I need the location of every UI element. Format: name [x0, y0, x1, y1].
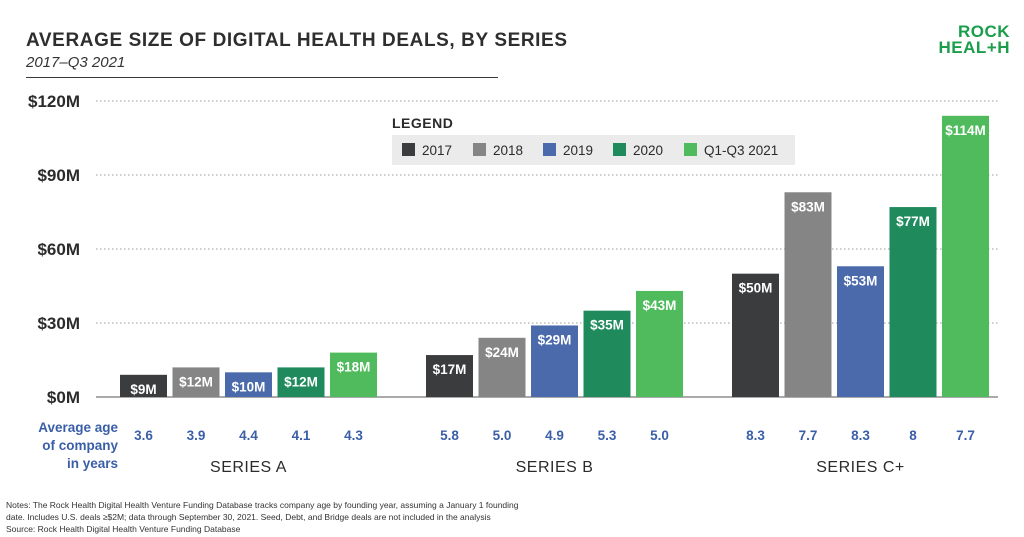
title-divider [26, 77, 498, 78]
chart-title: AVERAGE SIZE OF DIGITAL HEALTH DEALS, BY… [26, 30, 568, 51]
legend-label: 2018 [493, 143, 523, 158]
bar [330, 352, 377, 397]
legend-label: 2017 [422, 143, 452, 158]
age-value: 4.1 [292, 428, 311, 443]
age-value: 4.3 [344, 428, 363, 443]
age-value: 4.9 [545, 428, 564, 443]
bar [120, 374, 167, 397]
age-value: 7.7 [956, 428, 975, 443]
bar-chart: $0M $30M $60M $90M $120M $9M 3.6 $12M 3.9 $10M 4.4… [28, 92, 998, 476]
logo-line-1: ROCK [957, 22, 1010, 41]
legend-box [392, 135, 795, 165]
bar-value-label: $18M [337, 360, 371, 375]
bar-value-label: $12M [179, 374, 213, 389]
bar-value-label: $24M [485, 345, 519, 360]
notes: Notes: The Rock Health Digital Health Ve… [6, 499, 606, 535]
bar [837, 266, 884, 397]
bar [426, 355, 473, 397]
legend-swatch [613, 143, 626, 156]
bar-value-label: $9M [130, 382, 156, 397]
legend-swatch [684, 143, 697, 156]
bar [277, 367, 325, 397]
bar [732, 273, 779, 397]
y-tick-label: $0M [47, 388, 80, 407]
age-value: 5.0 [493, 428, 512, 443]
logo-line-2: HEAL+H [938, 38, 1010, 57]
age-value: 4.4 [239, 428, 258, 443]
age-value: 8.3 [746, 428, 765, 443]
bar [172, 367, 220, 397]
age-value: 5.0 [650, 428, 669, 443]
bar [531, 325, 578, 397]
bar-value-label: $10M [232, 379, 266, 394]
bar-value-label: $43M [643, 298, 677, 313]
bar [583, 310, 631, 397]
bar-value-label: $77M [896, 214, 930, 229]
age-value: 8 [909, 428, 917, 443]
bar-value-label: $35M [590, 318, 624, 333]
notes-line-2: date. Includes U.S. deals ≥$2M; data thr… [6, 512, 491, 522]
legend-title: LEGEND [392, 115, 453, 131]
bar-value-label: $17M [433, 362, 467, 377]
bar-value-label: $29M [538, 332, 572, 347]
y-tick-label: $30M [37, 314, 80, 333]
rock-health-logo: ROCK HEAL+H [938, 22, 1010, 57]
chart-subtitle: 2017–Q3 2021 [26, 54, 126, 71]
age-row-label: of company [42, 438, 118, 453]
bar-value-label: $53M [844, 273, 878, 288]
bar [636, 290, 683, 397]
legend-swatch [402, 143, 415, 156]
legend-label: 2020 [633, 143, 663, 158]
age-value: 5.8 [440, 428, 459, 443]
age-value: 3.6 [134, 428, 153, 443]
legend-label: Q1-Q3 2021 [704, 143, 778, 158]
category-label: SERIES B [516, 459, 594, 476]
bar [225, 372, 272, 397]
bar [784, 192, 832, 397]
bar [942, 115, 989, 398]
category-label: SERIES C+ [816, 459, 905, 476]
notes-line-1: Notes: The Rock Health Digital Health Ve… [6, 500, 519, 510]
y-tick-label: $120M [28, 92, 80, 111]
category-label: SERIES A [210, 459, 287, 476]
bar [889, 207, 937, 397]
notes-line-3: Source: Rock Health Digital Health Ventu… [6, 524, 241, 534]
age-value: 5.3 [598, 428, 617, 443]
legend-label: 2019 [563, 143, 593, 158]
y-tick-label: $90M [37, 166, 80, 185]
age-row-label: in years [67, 456, 118, 471]
age-value: 3.9 [187, 428, 206, 443]
legend-swatch [473, 143, 486, 156]
bar-value-label: $114M [945, 123, 986, 138]
age-value: 8.3 [851, 428, 870, 443]
bar-value-label: $50M [739, 281, 773, 296]
y-tick-label: $60M [37, 240, 80, 259]
bar-value-label: $83M [791, 199, 825, 214]
legend-swatch [543, 143, 556, 156]
age-value: 7.7 [799, 428, 818, 443]
bar [478, 337, 526, 397]
age-row-label: Average age [38, 420, 118, 435]
bar-value-label: $12M [284, 374, 318, 389]
